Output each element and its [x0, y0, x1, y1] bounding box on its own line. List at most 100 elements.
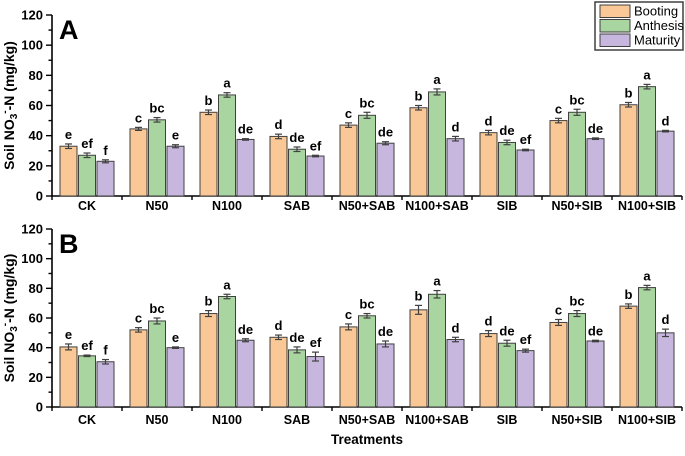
- bar: [96, 160, 115, 197]
- bar: [236, 138, 255, 197]
- sig-letter: b: [205, 93, 213, 108]
- bar: [306, 356, 325, 408]
- bar: [339, 326, 358, 408]
- sig-letter: c: [555, 302, 562, 317]
- bar: [59, 145, 78, 197]
- sig-letter: de: [588, 323, 603, 338]
- sig-letter: d: [662, 312, 670, 327]
- bar: [376, 142, 395, 197]
- sig-letter: c: [555, 101, 562, 116]
- sig-letter: de: [378, 324, 393, 339]
- sig-letter: e: [172, 330, 179, 345]
- bar: [199, 313, 218, 408]
- bar: [339, 124, 358, 197]
- bar: [358, 114, 376, 197]
- bar: [78, 355, 96, 408]
- category-label: N50+SAB: [339, 199, 396, 213]
- bar: [498, 342, 516, 408]
- sig-letter: a: [433, 274, 441, 289]
- y-tick-label: 60: [29, 311, 43, 326]
- sig-letter: c: [135, 110, 142, 125]
- bar: [498, 141, 516, 197]
- sig-letter: c: [345, 106, 352, 121]
- sig-letter: e: [65, 127, 72, 142]
- category-label: N100: [212, 199, 242, 213]
- category-label: N100+SAB: [405, 413, 469, 427]
- bar: [409, 309, 428, 408]
- sig-letter: de: [499, 323, 514, 338]
- bar: [656, 332, 675, 408]
- y-tick-label: 120: [21, 222, 43, 237]
- bar: [586, 340, 605, 408]
- sig-letter: de: [238, 122, 253, 137]
- bar: [638, 86, 656, 197]
- bar: [516, 149, 535, 197]
- y-tick-label: 60: [29, 98, 43, 113]
- y-axis-title: Soil NO3--N (mg/kg): [0, 41, 20, 170]
- category-label: N50: [146, 413, 169, 427]
- category-label: SAB: [284, 413, 310, 427]
- category-label: N50+SIB: [551, 199, 602, 213]
- y-tick-label: 80: [29, 68, 43, 83]
- sig-letter: e: [172, 128, 179, 143]
- category-label: SIB: [497, 413, 518, 427]
- legend-swatch: [599, 19, 631, 33]
- bar: [148, 119, 166, 197]
- y-tick-label: 20: [29, 370, 43, 385]
- sig-letter: a: [223, 277, 231, 292]
- sig-letter: d: [485, 314, 493, 329]
- bar: [236, 339, 255, 408]
- sig-letter: de: [378, 125, 393, 140]
- y-tick-label: 80: [29, 281, 43, 296]
- bar: [428, 293, 446, 408]
- y-tick-label: 0: [36, 189, 43, 204]
- y-axis-title: Soil NO3--N (mg/kg): [0, 254, 20, 383]
- sig-letter: a: [223, 76, 231, 91]
- bar: [166, 347, 185, 408]
- sig-letter: d: [452, 119, 460, 134]
- sig-letter: bc: [569, 92, 584, 107]
- y-tick-label: 20: [29, 158, 43, 173]
- sig-letter: bc: [359, 95, 374, 110]
- bar: [619, 305, 638, 408]
- sig-letter: d: [452, 320, 460, 335]
- sig-letter: bc: [569, 294, 584, 309]
- bar: [568, 313, 586, 408]
- sig-letter: de: [289, 330, 304, 345]
- sig-letter: d: [662, 113, 670, 128]
- category-label: N100+SAB: [405, 199, 469, 213]
- sig-letter: d: [275, 318, 283, 333]
- bar: [306, 155, 325, 197]
- bar: [446, 339, 465, 408]
- bar: [96, 361, 115, 408]
- sig-letter: e: [65, 327, 72, 342]
- bar: [656, 130, 675, 197]
- bar: [288, 349, 306, 408]
- x-axis-title: Treatments: [331, 432, 403, 447]
- legend-label: Maturity: [634, 33, 681, 48]
- category-label: CK: [78, 199, 96, 213]
- bar: [479, 132, 498, 197]
- legend-label: Anthesis: [634, 18, 684, 33]
- y-tick-label: 100: [21, 38, 43, 53]
- legend-swatch: [599, 33, 631, 47]
- bar: [568, 111, 586, 197]
- sig-letter: bc: [149, 301, 164, 316]
- sig-letter: ef: [310, 138, 322, 153]
- bar: [148, 320, 166, 408]
- y-tick-label: 40: [29, 340, 43, 355]
- panel-label: A: [59, 15, 79, 45]
- y-tick-label: 100: [21, 251, 43, 266]
- sig-letter: b: [415, 89, 423, 104]
- category-label: SAB: [284, 199, 310, 213]
- bar: [619, 104, 638, 197]
- sig-letter: d: [485, 113, 493, 128]
- sig-letter: c: [135, 311, 142, 326]
- sig-letter: ef: [520, 332, 532, 347]
- bar: [549, 120, 568, 197]
- category-label: N100: [212, 413, 242, 427]
- bar: [446, 138, 465, 197]
- sig-letter: b: [625, 287, 633, 302]
